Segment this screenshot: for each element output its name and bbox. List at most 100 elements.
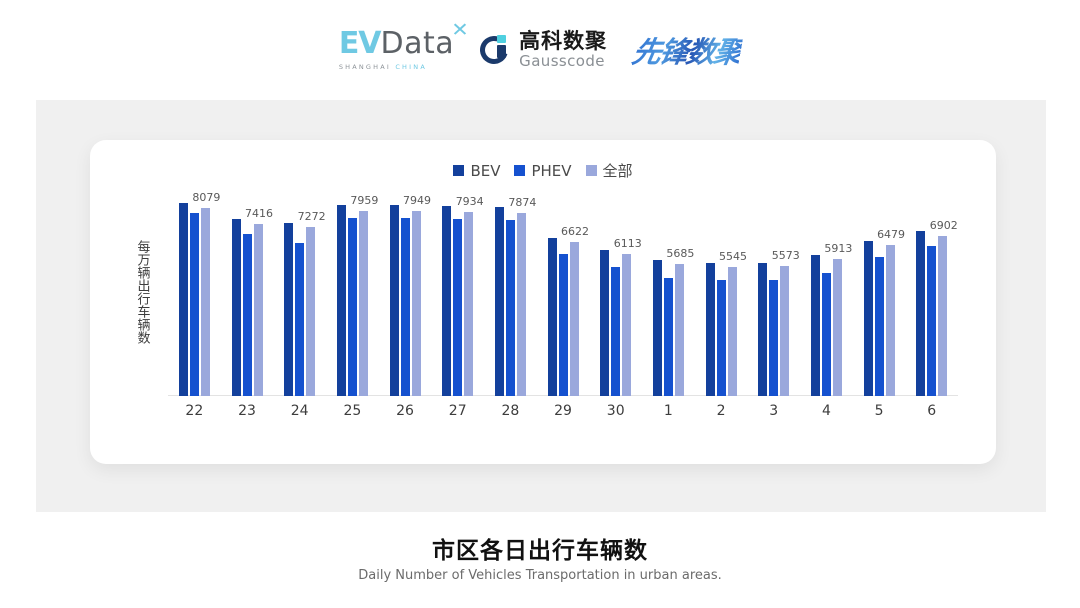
bar-BEV[interactable]: [705, 263, 715, 396]
bar-PHEV[interactable]: [505, 220, 515, 396]
bar-BEV[interactable]: [810, 255, 820, 396]
bar-PHEV[interactable]: [189, 213, 199, 396]
legend-swatch-icon: [453, 165, 465, 176]
bar-group[interactable]: 7416: [221, 196, 274, 396]
legend-item-全部[interactable]: 全部: [585, 160, 633, 181]
legend-item-PHEV[interactable]: PHEV: [514, 162, 572, 180]
bar-BEV[interactable]: [494, 207, 504, 396]
bar-group[interactable]: 6113: [589, 196, 642, 396]
x-axis-tick-label: 4: [821, 403, 831, 419]
bar-group[interactable]: 8079: [168, 191, 221, 396]
legend-label: BEV: [470, 161, 501, 180]
bar-PHEV[interactable]: [453, 219, 463, 396]
bar-全部[interactable]: [622, 253, 632, 396]
x-axis-tick-label: 26: [396, 403, 414, 419]
bar-全部[interactable]: [306, 226, 316, 396]
gausscode-cn-text: 高科数聚: [519, 29, 608, 53]
bar-PHEV[interactable]: [242, 234, 252, 396]
bar-group[interactable]: 6902: [905, 196, 958, 396]
bar-全部[interactable]: [569, 242, 579, 396]
bar-BEV[interactable]: [758, 262, 768, 396]
bar-PHEV[interactable]: [716, 280, 726, 396]
x-axis-tick-label: 23: [238, 403, 256, 419]
bar-PHEV[interactable]: [927, 245, 937, 396]
bar-PHEV[interactable]: [769, 280, 779, 396]
evdata-data-text: Data: [380, 26, 455, 61]
x-axis-tick-label: 28: [501, 403, 520, 419]
x-axis-tick-label: 24: [290, 403, 309, 419]
bar-value-label: 7959: [350, 193, 379, 207]
bar-group[interactable]: 6479: [853, 196, 906, 396]
bar-BEV[interactable]: [284, 223, 294, 396]
bar-PHEV[interactable]: [821, 273, 831, 396]
bar-BEV[interactable]: [442, 205, 452, 396]
bar-BEV[interactable]: [547, 238, 557, 396]
bar-value-label: 8079: [192, 191, 221, 205]
bar-value-label: 6622: [561, 225, 590, 238]
bar-value-label: 7934: [455, 194, 484, 208]
bar-全部[interactable]: [411, 211, 421, 396]
bar-value-label: 7272: [297, 209, 326, 223]
bar-BEV[interactable]: [916, 231, 926, 396]
bar-全部[interactable]: [674, 263, 684, 396]
bar-group[interactable]: 5573: [747, 196, 800, 396]
x-axis-ticks: 22 23 24 25 26 27 28 29 30 1 2 3 4 5 6: [168, 400, 958, 422]
x-axis-tick-label: 29: [554, 403, 572, 419]
bar-group[interactable]: 5913: [800, 196, 853, 396]
bar-BEV[interactable]: [231, 218, 241, 396]
bar-BEV[interactable]: [178, 202, 188, 396]
bar-group[interactable]: 7874: [484, 196, 537, 396]
bar-BEV[interactable]: [652, 259, 662, 396]
bar-group[interactable]: 7949: [379, 194, 432, 396]
x-axis-tick-label: 1: [663, 403, 673, 419]
bar-group[interactable]: 7272: [273, 196, 326, 396]
bar-BEV[interactable]: [336, 205, 346, 396]
bar-PHEV[interactable]: [400, 218, 410, 396]
chart-plot-area: 8079 7416 7272 7959 7949 7934 7874 6622 6113 5685…: [168, 191, 958, 422]
bar-PHEV[interactable]: [663, 277, 673, 396]
chart-card: BEV PHEV 全部 每万辆出行车辆数 8079 7416 7272 7959 7949 7…: [90, 140, 996, 464]
bar-全部[interactable]: [938, 235, 948, 396]
bar-全部[interactable]: [727, 267, 737, 396]
bar-全部[interactable]: [358, 210, 368, 396]
x-mark-icon: ✕: [451, 20, 469, 41]
bar-PHEV[interactable]: [611, 266, 621, 396]
bar-BEV[interactable]: [389, 204, 399, 396]
bar-全部[interactable]: [516, 212, 526, 396]
x-axis-tick-label: 30: [606, 403, 625, 419]
bar-全部[interactable]: [464, 211, 474, 396]
bar-value-label: 7874: [508, 195, 537, 209]
bar-group[interactable]: 6622: [537, 196, 590, 396]
x-axis-tick-label: 6: [927, 403, 937, 419]
bar-PHEV[interactable]: [295, 243, 305, 396]
bar-PHEV[interactable]: [558, 254, 568, 396]
legend-item-BEV[interactable]: BEV: [453, 162, 500, 180]
logo-bar: EVData ✕ SHANGHAI CHINA 高科数聚 Gausscode 先…: [0, 20, 1080, 78]
bar-BEV[interactable]: [863, 241, 873, 396]
bar-value-label: 7416: [245, 206, 273, 220]
caption-title-cn: 市区各日出行车辆数: [432, 538, 648, 564]
bar-全部[interactable]: [200, 208, 210, 396]
gausscode-logo: 高科数聚 Gausscode: [475, 29, 608, 69]
bar-group[interactable]: 7959: [326, 193, 379, 396]
x-axis-tick-label: 22: [185, 403, 204, 419]
bar-groups: 8079 7416 7272 7959 7949 7934 7874 6622 6113 5685…: [168, 191, 958, 396]
x-axis-tick-label: 25: [343, 403, 362, 419]
bar-全部[interactable]: [253, 223, 263, 396]
bar-全部[interactable]: [780, 266, 790, 396]
bar-group[interactable]: 5545: [695, 196, 748, 396]
bar-PHEV[interactable]: [874, 256, 884, 396]
evdata-tagline: SHANGHAI CHINA: [339, 63, 427, 71]
x-axis-tick-label: 5: [874, 403, 884, 419]
bar-group[interactable]: 5685: [642, 196, 695, 396]
x-axis-tick-label: 27: [448, 403, 467, 419]
bar-PHEV[interactable]: [347, 217, 357, 396]
evdata-wordmark: EVData: [339, 29, 454, 59]
bar-group[interactable]: 7934: [431, 194, 484, 396]
x-axis-tick-label: 3: [769, 403, 779, 419]
bar-BEV[interactable]: [600, 249, 610, 396]
chart-legend: BEV PHEV 全部: [90, 160, 996, 181]
bar-全部[interactable]: [832, 258, 842, 396]
bar-全部[interactable]: [885, 245, 895, 396]
